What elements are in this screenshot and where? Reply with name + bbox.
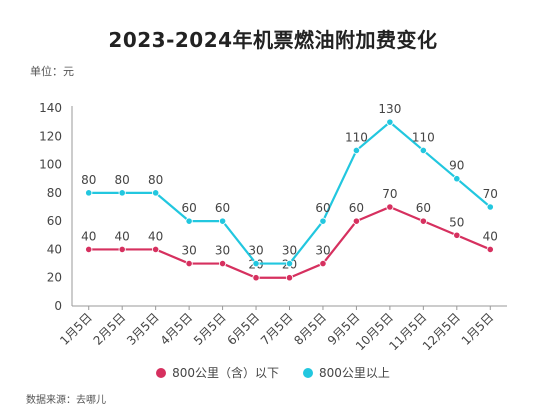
data-point (152, 189, 160, 197)
data-point (352, 146, 361, 155)
data-label: 80 (148, 173, 163, 187)
y-tick-label: 140 (39, 101, 62, 115)
legend-label-short-haul: 800公里（含）以下 (172, 366, 279, 380)
data-point (252, 259, 260, 268)
data-point (152, 245, 160, 254)
data-label: 70 (483, 187, 498, 201)
data-label: 80 (81, 173, 96, 187)
data-point (218, 217, 227, 225)
data-label: 30 (315, 244, 330, 258)
data-point (85, 245, 93, 254)
data-point (486, 203, 494, 211)
data-point (386, 203, 394, 211)
data-point (386, 118, 394, 126)
data-label: 60 (349, 201, 364, 215)
data-label: 110 (345, 130, 368, 144)
data-label: 60 (416, 201, 431, 215)
legend: 800公里（含）以下 800公里以上 (0, 364, 546, 381)
data-label: 40 (115, 229, 130, 243)
data-point (118, 245, 126, 254)
data-point (85, 189, 93, 197)
data-point (419, 146, 427, 155)
data-point (419, 217, 427, 225)
legend-swatch-short-haul (156, 367, 167, 378)
legend-label-long-haul: 800公里以上 (319, 366, 390, 380)
data-point (285, 259, 294, 268)
data-label: 130 (378, 102, 401, 116)
legend-swatch-long-haul (303, 367, 313, 378)
data-label: 40 (81, 229, 96, 243)
y-tick-label: 40 (47, 242, 62, 256)
data-label: 60 (315, 201, 330, 215)
data-point (453, 175, 461, 183)
x-tick-label: 1月5日 (459, 310, 497, 348)
data-point (118, 189, 126, 197)
data-label: 90 (449, 159, 464, 173)
data-point (319, 217, 327, 225)
x-tick-label: 6月5日 (224, 310, 262, 348)
data-label: 50 (449, 215, 464, 229)
data-point (453, 231, 461, 239)
x-tick-label: 4月5日 (158, 310, 196, 348)
x-tick-label: 7月5日 (258, 310, 296, 348)
data-label: 30 (248, 244, 263, 258)
x-tick-label: 12月5日 (420, 310, 463, 353)
data-label: 70 (382, 187, 397, 201)
x-tick-label: 8月5日 (291, 310, 329, 348)
y-tick-label: 120 (39, 129, 62, 143)
data-point (352, 217, 361, 225)
x-tick-label: 5月5日 (191, 310, 229, 348)
legend-item-long-haul[interactable]: 800公里以上 (303, 364, 390, 381)
data-label: 40 (148, 229, 163, 243)
data-point (252, 274, 260, 282)
data-label: 30 (181, 244, 196, 258)
data-source: 数据来源：去哪儿 (26, 395, 106, 406)
data-point (218, 259, 227, 268)
x-tick-label: 2月5日 (91, 310, 129, 348)
chart-title: 2023-2024年机票燃油附加费变化 (108, 28, 438, 52)
data-point (486, 245, 494, 254)
data-point (319, 259, 327, 268)
y-tick-label: 20 (47, 271, 62, 285)
legend-item-short-haul[interactable]: 800公里（含）以下 (156, 364, 279, 381)
data-point (285, 274, 294, 282)
y-tick-label: 100 (39, 158, 62, 172)
data-label: 110 (412, 130, 435, 144)
data-point (185, 217, 193, 225)
data-label: 30 (215, 244, 230, 258)
y-tick-label: 0 (54, 299, 62, 313)
x-tick-label: 1月5日 (57, 310, 95, 348)
unit-label: 单位：元 (30, 65, 74, 78)
data-label: 80 (115, 173, 130, 187)
data-label: 40 (483, 229, 498, 243)
y-tick-label: 60 (47, 214, 62, 228)
x-tick-label: 3月5日 (124, 310, 162, 348)
data-label: 60 (181, 201, 196, 215)
data-label: 30 (282, 244, 297, 258)
data-label: 60 (215, 201, 230, 215)
data-point (185, 259, 193, 268)
y-tick-label: 80 (47, 186, 62, 200)
